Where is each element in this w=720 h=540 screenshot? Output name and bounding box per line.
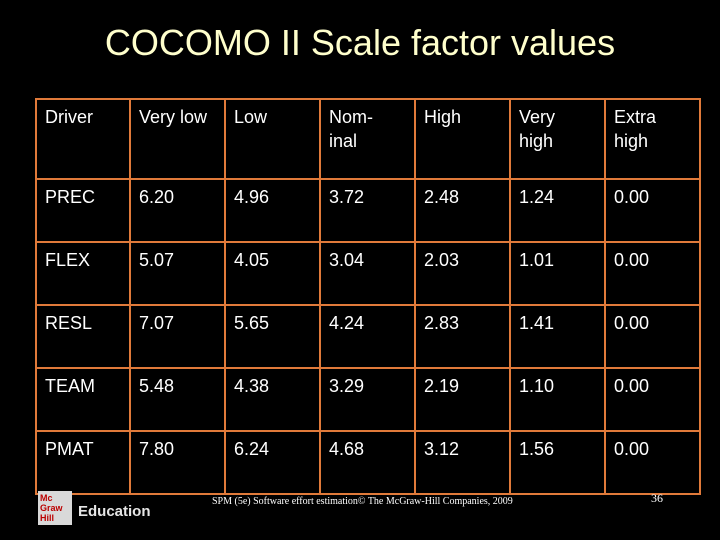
table-cell: 2.19 bbox=[414, 367, 511, 432]
table-cell: 4.38 bbox=[224, 367, 321, 432]
logo-mark-line: Graw bbox=[40, 503, 63, 513]
table-cell: 3.72 bbox=[319, 178, 416, 243]
table-cell: 3.12 bbox=[414, 430, 511, 495]
table-cell: 1.10 bbox=[509, 367, 606, 432]
table-cell: 5.65 bbox=[224, 304, 321, 369]
logo-text: Education bbox=[78, 502, 151, 520]
header-cell: Low bbox=[224, 98, 321, 180]
footer-caption: SPM (5e) Software effort estimation© The… bbox=[212, 496, 513, 507]
header-cell: Very high bbox=[509, 98, 606, 180]
table-cell: RESL bbox=[35, 304, 131, 369]
header-cell: Driver bbox=[35, 98, 131, 180]
slide-title: COCOMO II Scale factor values bbox=[104, 22, 616, 63]
table-cell: 5.07 bbox=[129, 241, 226, 306]
table-cell: 7.07 bbox=[129, 304, 226, 369]
header-cell: Extra high bbox=[604, 98, 701, 180]
table-cell: 5.48 bbox=[129, 367, 226, 432]
table-cell: 6.20 bbox=[129, 178, 226, 243]
table-row: RESL 7.07 5.65 4.24 2.83 1.41 0.00 bbox=[35, 304, 701, 369]
scale-factor-table: Driver Very low Low Nom- inal High Very … bbox=[35, 98, 701, 495]
table-cell: 7.80 bbox=[129, 430, 226, 495]
table-cell: 4.96 bbox=[224, 178, 321, 243]
logo-mark-line: Mc bbox=[40, 493, 53, 503]
header-cell: Nom- inal bbox=[319, 98, 416, 180]
table-row: FLEX 5.07 4.05 3.04 2.03 1.01 0.00 bbox=[35, 241, 701, 306]
table-cell: 2.03 bbox=[414, 241, 511, 306]
table-cell: 0.00 bbox=[604, 367, 701, 432]
table-cell: TEAM bbox=[35, 367, 131, 432]
table-cell: 1.41 bbox=[509, 304, 606, 369]
table-cell: 0.00 bbox=[604, 430, 701, 495]
table-cell: 4.05 bbox=[224, 241, 321, 306]
mcgraw-hill-logo: Mc Graw Hill Education bbox=[38, 491, 151, 525]
table-cell: 4.24 bbox=[319, 304, 416, 369]
header-cell: Very low bbox=[129, 98, 226, 180]
table-cell: PMAT bbox=[35, 430, 131, 495]
table-cell: 0.00 bbox=[604, 178, 701, 243]
table-cell: FLEX bbox=[35, 241, 131, 306]
table-cell: 2.83 bbox=[414, 304, 511, 369]
table-header-row: Driver Very low Low Nom- inal High Very … bbox=[35, 98, 701, 180]
logo-mark: Mc Graw Hill bbox=[38, 491, 72, 525]
header-cell: High bbox=[414, 98, 511, 180]
table-cell: PREC bbox=[35, 178, 131, 243]
table-cell: 1.24 bbox=[509, 178, 606, 243]
table-cell: 1.01 bbox=[509, 241, 606, 306]
table-cell: 6.24 bbox=[224, 430, 321, 495]
table-row: TEAM 5.48 4.38 3.29 2.19 1.10 0.00 bbox=[35, 367, 701, 432]
page-number: 36 bbox=[651, 491, 663, 505]
table-row: PREC 6.20 4.96 3.72 2.48 1.24 0.00 bbox=[35, 178, 701, 243]
logo-mark-line: Hill bbox=[40, 513, 55, 523]
table-cell: 4.68 bbox=[319, 430, 416, 495]
table-cell: 1.56 bbox=[509, 430, 606, 495]
table-row: PMAT 7.80 6.24 4.68 3.12 1.56 0.00 bbox=[35, 430, 701, 495]
table-cell: 0.00 bbox=[604, 241, 701, 306]
table-cell: 2.48 bbox=[414, 178, 511, 243]
table-cell: 3.29 bbox=[319, 367, 416, 432]
table-cell: 0.00 bbox=[604, 304, 701, 369]
table-cell: 3.04 bbox=[319, 241, 416, 306]
